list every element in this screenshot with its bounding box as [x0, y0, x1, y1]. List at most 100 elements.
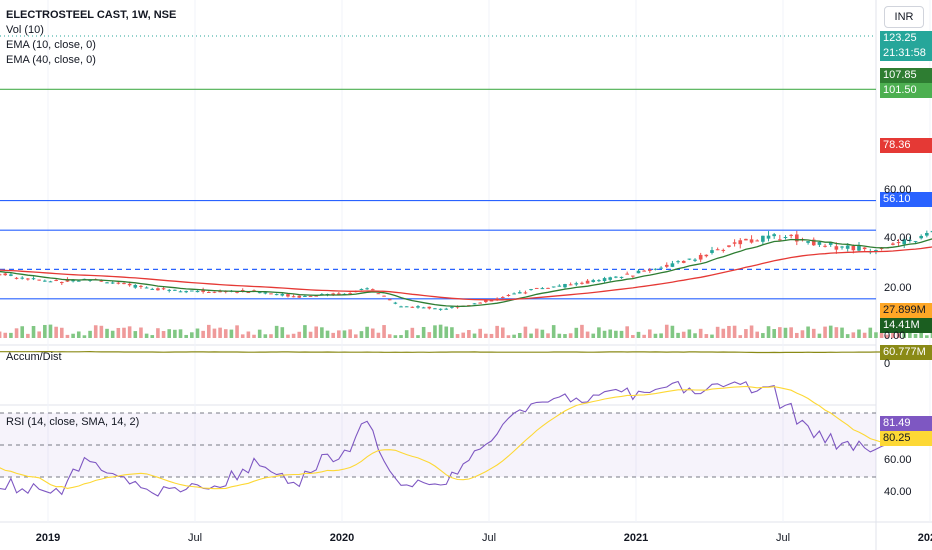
volume-bar	[116, 327, 121, 338]
volume-bar	[800, 330, 805, 338]
volume-bar	[331, 332, 335, 338]
volume-bar	[732, 325, 737, 338]
volume-bar	[314, 326, 319, 338]
candle-body	[314, 295, 319, 297]
candle-body	[399, 306, 403, 308]
volume-bar	[766, 326, 771, 338]
volume-bar	[201, 330, 205, 338]
candle-body	[206, 291, 211, 293]
candle-body	[563, 284, 567, 288]
volume-bar	[421, 326, 426, 338]
candle-body	[693, 259, 697, 261]
volume-bar	[88, 330, 92, 338]
volume-bar	[710, 334, 714, 338]
candle-body	[828, 242, 833, 245]
candle-body	[896, 242, 901, 244]
volume-bar	[778, 327, 782, 338]
volume-bar	[161, 331, 166, 338]
candle-body	[811, 239, 816, 246]
candle-body	[195, 290, 200, 293]
candle-body	[619, 276, 624, 278]
volume-bar	[342, 330, 347, 338]
volume-bar	[297, 331, 302, 338]
accum-dist-label[interactable]: Accum/Dist	[6, 351, 62, 363]
volume-bar	[834, 327, 839, 338]
time-axis-label: Jul	[188, 532, 202, 544]
candle-body	[636, 270, 641, 274]
volume-bar	[218, 327, 222, 338]
volume-bar	[404, 330, 409, 338]
volume-bar	[772, 329, 776, 338]
candle-body	[783, 237, 788, 239]
candle-body	[823, 245, 827, 247]
volume-bar	[240, 334, 245, 338]
candle-body	[806, 241, 810, 243]
volume-bar	[546, 333, 550, 338]
candle-body	[297, 295, 302, 298]
volume-bar	[370, 328, 375, 338]
candle-body	[438, 308, 443, 310]
volume-bar	[908, 329, 912, 338]
candle-body	[913, 241, 918, 243]
legend-ema-fast[interactable]: EMA (10, close, 0)	[6, 39, 96, 51]
volume-last-tag: 14.41M	[880, 318, 932, 333]
legend-volume[interactable]: Vol (10)	[6, 24, 44, 36]
candle-body	[308, 295, 313, 297]
candle-body	[851, 245, 856, 251]
ema-slow-line	[0, 246, 932, 301]
candle-body	[732, 242, 737, 244]
rsi-label[interactable]: RSI (14, close, SMA, 14, 2)	[6, 416, 140, 428]
volume-bar	[150, 335, 155, 338]
volume-bar	[252, 334, 256, 338]
price-axis-label: 40.00	[884, 232, 912, 244]
volume-bar	[167, 329, 172, 338]
volume-bar	[647, 329, 652, 338]
volume-bar	[280, 327, 285, 338]
volume-bar	[416, 335, 420, 338]
candle-body	[48, 281, 53, 283]
accum-value-tag: 60.777M	[880, 345, 932, 360]
volume-bar	[506, 335, 511, 338]
currency-selector[interactable]: INR	[884, 6, 924, 28]
volume-bar	[574, 327, 579, 338]
volume-bar	[54, 326, 58, 338]
volume-bar	[619, 330, 624, 338]
level-b-tag: 101.50	[880, 83, 932, 98]
volume-bar	[206, 324, 211, 338]
volume-bar	[636, 331, 641, 338]
candle-body	[450, 306, 454, 308]
volume-bar	[529, 333, 533, 338]
candle-body	[687, 258, 692, 260]
volume-bar	[376, 332, 381, 338]
volume-bar	[783, 327, 788, 338]
volume-bar	[229, 329, 234, 338]
candle-body	[478, 302, 482, 304]
volume-bar	[195, 328, 200, 338]
volume-bar	[631, 335, 635, 338]
candle-body	[676, 261, 680, 263]
candle-body	[817, 241, 822, 245]
candle-body	[76, 280, 81, 282]
candle-body	[789, 234, 793, 236]
volume-bar	[664, 324, 669, 338]
candle-body	[534, 287, 539, 289]
volume-bar	[427, 332, 432, 338]
candle-body	[585, 280, 590, 284]
price-axis-label: 0.00	[884, 330, 906, 342]
candle-body	[862, 247, 867, 250]
volume-bar	[551, 325, 556, 338]
volume-bar	[353, 334, 358, 338]
candle-body	[523, 292, 528, 294]
candle-body	[31, 278, 36, 280]
candle-body	[879, 248, 884, 250]
volume-bar	[811, 328, 816, 338]
volume-bar	[512, 334, 516, 338]
legend-ema-slow[interactable]: EMA (40, close, 0)	[6, 54, 96, 66]
volume-bar	[438, 324, 443, 338]
candle-body	[71, 280, 75, 282]
candle-body	[608, 277, 613, 280]
volume-bar	[653, 333, 658, 338]
volume-bar	[382, 325, 386, 338]
candle-body	[551, 286, 556, 288]
